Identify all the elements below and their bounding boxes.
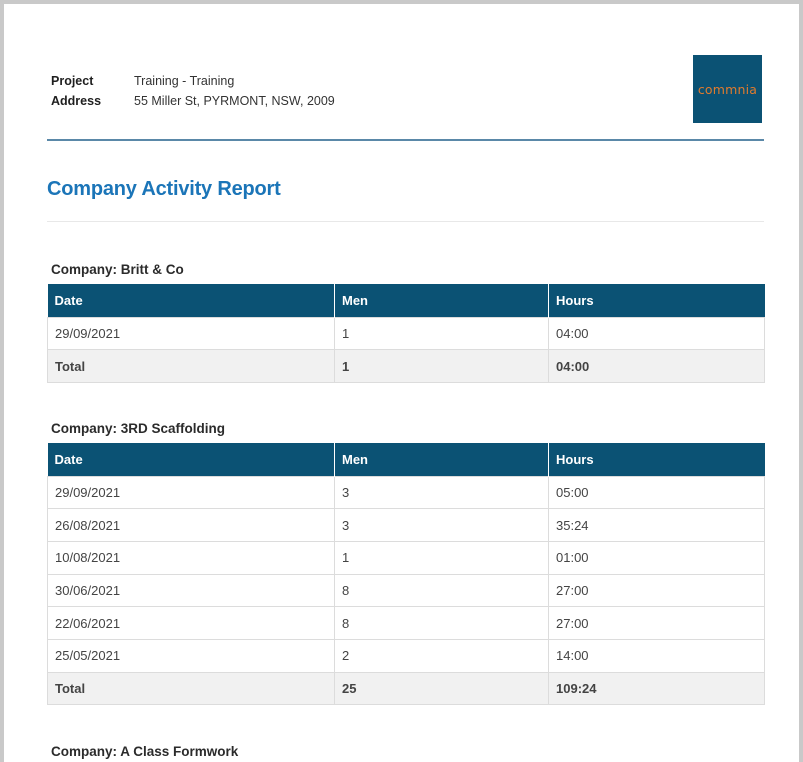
company-logo: commnia: [693, 55, 762, 123]
cell-men: 1: [334, 540, 549, 575]
cell-hours: 27:00: [548, 606, 765, 640]
column-header-hours: Hours: [548, 284, 765, 317]
total-hours: 04:00: [548, 349, 765, 383]
cell-men: 3: [334, 508, 549, 542]
total-men: 25: [334, 671, 549, 706]
company-heading: Company: 3RD Scaffolding: [51, 421, 226, 436]
table-row: 25/05/2021 2 14:00: [47, 638, 765, 673]
table-row: 29/09/2021 1 04:00: [47, 316, 765, 351]
total-hours: 109:24: [548, 671, 765, 706]
column-header-men: Men: [334, 284, 549, 317]
cell-hours: 27:00: [548, 573, 765, 608]
column-header-hours: Hours: [548, 443, 765, 476]
cell-date: 29/09/2021: [47, 316, 335, 351]
company-table: Date Men Hours 29/09/2021 1 04:00 Total …: [47, 284, 765, 383]
cell-men: 1: [334, 316, 549, 351]
cell-men: 8: [334, 606, 549, 640]
company-heading: Company: Britt & Co: [51, 262, 184, 277]
table-header-row: Date Men Hours: [47, 443, 765, 476]
report-title: Company Activity Report: [47, 178, 281, 200]
cell-hours: 35:24: [548, 508, 765, 542]
column-header-date: Date: [47, 443, 335, 476]
table-header-row: Date Men Hours: [47, 284, 765, 317]
table-row: 29/09/2021 3 05:00: [47, 475, 765, 510]
column-header-men: Men: [334, 443, 549, 476]
cell-date: 29/09/2021: [47, 475, 335, 510]
company-heading: Company: A Class Formwork: [51, 744, 239, 759]
column-header-date: Date: [47, 284, 335, 317]
total-row: Total 1 04:00: [47, 349, 765, 383]
total-row: Total 25 109:24: [47, 671, 765, 706]
table-row: 30/06/2021 8 27:00: [47, 573, 765, 608]
company-table: Date Men Hours 29/09/2021 3 05:00 26/08/…: [47, 443, 765, 706]
cell-date: 30/06/2021: [47, 573, 335, 608]
cell-hours: 14:00: [548, 638, 765, 673]
title-divider: [47, 221, 764, 222]
table-row: 26/08/2021 3 35:24: [47, 508, 765, 542]
project-header: Project Training - Training Address 55 M…: [51, 71, 335, 111]
project-label: Project: [51, 74, 94, 88]
cell-men: 3: [334, 475, 549, 510]
cell-date: 22/06/2021: [47, 606, 335, 640]
table-row: 10/08/2021 1 01:00: [47, 540, 765, 575]
cell-hours: 01:00: [548, 540, 765, 575]
cell-date: 26/08/2021: [47, 508, 335, 542]
cell-date: 25/05/2021: [47, 638, 335, 673]
logo-text: commnia: [697, 81, 758, 97]
total-label: Total: [47, 671, 335, 706]
cell-men: 2: [334, 638, 549, 673]
project-value: Training - Training: [134, 74, 235, 88]
total-men: 1: [334, 349, 549, 383]
address-label: Address: [51, 94, 102, 108]
cell-hours: 05:00: [548, 475, 765, 510]
table-row: 22/06/2021 8 27:00: [47, 606, 765, 640]
cell-date: 10/08/2021: [47, 540, 335, 575]
header-divider: [47, 139, 764, 141]
cell-men: 8: [334, 573, 549, 608]
cell-hours: 04:00: [548, 316, 765, 351]
address-value: 55 Miller St, PYRMONT, NSW, 2009: [134, 94, 335, 108]
total-label: Total: [47, 349, 335, 383]
